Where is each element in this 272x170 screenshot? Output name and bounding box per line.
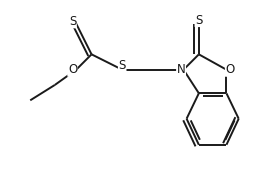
Text: O: O xyxy=(68,63,77,76)
Text: S: S xyxy=(69,15,76,28)
Text: N: N xyxy=(177,63,186,76)
Text: S: S xyxy=(195,13,203,27)
Text: O: O xyxy=(225,63,235,76)
Text: S: S xyxy=(119,59,126,72)
